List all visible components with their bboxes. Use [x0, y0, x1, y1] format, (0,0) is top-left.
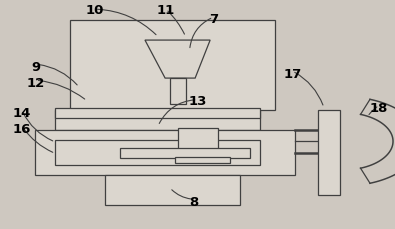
Bar [55, 140, 260, 165]
Bar [105, 175, 240, 205]
Text: 8: 8 [189, 196, 198, 209]
Text: 12: 12 [26, 77, 45, 90]
Text: 10: 10 [86, 5, 104, 17]
Bar [178, 128, 218, 152]
Bar [55, 108, 260, 118]
Text: 7: 7 [209, 13, 218, 26]
Bar [175, 157, 230, 163]
Text: 16: 16 [13, 123, 31, 136]
Bar [120, 148, 250, 158]
Text: 14: 14 [13, 107, 31, 120]
Text: 9: 9 [31, 61, 40, 74]
Bar [35, 130, 295, 175]
Text: 13: 13 [188, 95, 207, 108]
Polygon shape [145, 40, 210, 78]
Bar [70, 20, 275, 110]
Bar [170, 78, 186, 104]
Bar [55, 110, 260, 130]
Bar [318, 110, 340, 195]
Text: 17: 17 [283, 68, 301, 81]
Text: 18: 18 [370, 102, 388, 115]
Text: 11: 11 [157, 5, 175, 17]
